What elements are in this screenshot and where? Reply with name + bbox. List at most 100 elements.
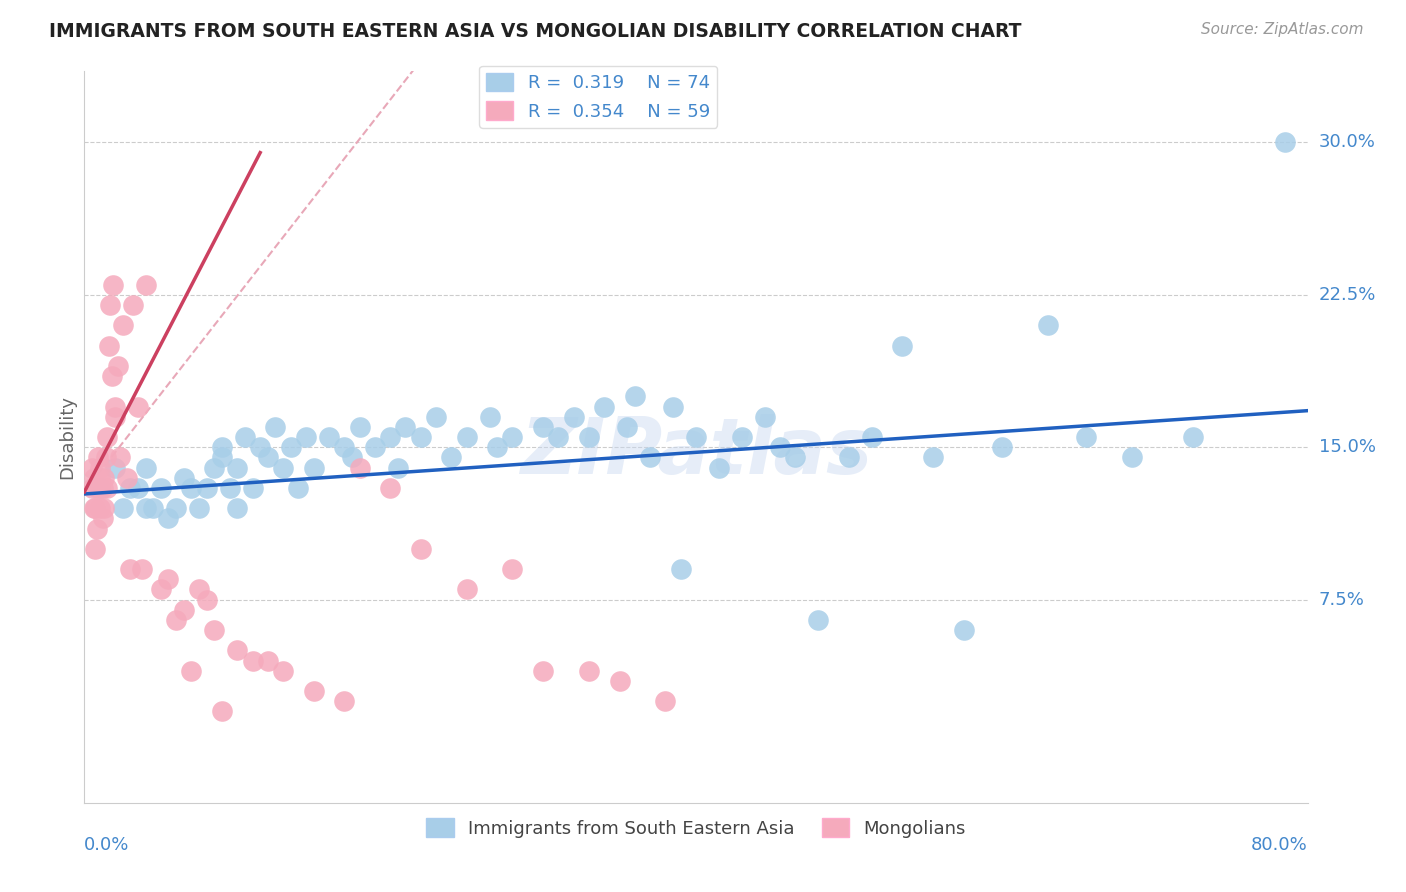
Point	[131, 562, 153, 576]
Point	[157, 572, 180, 586]
Text: 0.0%: 0.0%	[84, 836, 129, 854]
Point	[211, 440, 233, 454]
Point	[91, 511, 114, 525]
Point	[115, 471, 138, 485]
Point	[486, 440, 509, 454]
Point	[111, 501, 134, 516]
Point	[135, 460, 157, 475]
Point	[271, 664, 294, 678]
Point	[157, 511, 180, 525]
Point	[318, 430, 340, 444]
Text: 15.0%: 15.0%	[1319, 438, 1375, 456]
Point	[96, 430, 118, 444]
Point	[104, 409, 127, 424]
Point	[440, 450, 463, 465]
Point	[731, 430, 754, 444]
Point	[578, 430, 600, 444]
Point	[785, 450, 807, 465]
Point	[86, 521, 108, 535]
Point	[80, 481, 103, 495]
Point	[242, 481, 264, 495]
Point	[807, 613, 830, 627]
Point	[233, 430, 256, 444]
Point	[84, 541, 107, 556]
Point	[531, 420, 554, 434]
Point	[257, 450, 280, 465]
Point	[302, 460, 325, 475]
Point	[103, 277, 125, 292]
Point	[226, 460, 249, 475]
Point	[562, 409, 585, 424]
Point	[226, 501, 249, 516]
Point	[271, 460, 294, 475]
Point	[295, 430, 318, 444]
Point	[173, 471, 195, 485]
Point	[195, 592, 218, 607]
Point	[86, 481, 108, 495]
Point	[349, 460, 371, 475]
Point	[87, 450, 110, 465]
Point	[502, 562, 524, 576]
Point	[93, 471, 115, 485]
Point	[364, 440, 387, 454]
Text: IMMIGRANTS FROM SOUTH EASTERN ASIA VS MONGOLIAN DISABILITY CORRELATION CHART: IMMIGRANTS FROM SOUTH EASTERN ASIA VS MO…	[49, 22, 1022, 41]
Point	[425, 409, 447, 424]
Point	[89, 471, 111, 485]
Point	[1181, 430, 1204, 444]
Point	[180, 481, 202, 495]
Point	[578, 664, 600, 678]
Text: 7.5%: 7.5%	[1319, 591, 1365, 608]
Point	[257, 654, 280, 668]
Point	[89, 481, 111, 495]
Point	[180, 664, 202, 678]
Point	[349, 420, 371, 434]
Point	[478, 409, 501, 424]
Point	[94, 450, 117, 465]
Point	[531, 664, 554, 678]
Point	[89, 460, 111, 475]
Point	[195, 481, 218, 495]
Point	[149, 582, 172, 597]
Point	[616, 420, 638, 434]
Point	[111, 318, 134, 333]
Point	[149, 481, 172, 495]
Point	[211, 450, 233, 465]
Point	[380, 481, 402, 495]
Point	[104, 400, 127, 414]
Point	[891, 339, 914, 353]
Point	[188, 582, 211, 597]
Point	[333, 694, 356, 708]
Text: 30.0%: 30.0%	[1319, 134, 1375, 152]
Point	[1074, 430, 1097, 444]
Point	[202, 460, 225, 475]
Point	[1121, 450, 1143, 465]
Point	[211, 705, 233, 719]
Point	[394, 420, 416, 434]
Point	[707, 460, 730, 475]
Point	[991, 440, 1014, 454]
Point	[638, 450, 661, 465]
Point	[107, 359, 129, 373]
Point	[226, 643, 249, 657]
Point	[380, 430, 402, 444]
Point	[218, 481, 240, 495]
Point	[165, 501, 187, 516]
Point	[165, 613, 187, 627]
Point	[502, 430, 524, 444]
Legend: Immigrants from South Eastern Asia, Mongolians: Immigrants from South Eastern Asia, Mong…	[419, 811, 973, 845]
Point	[242, 654, 264, 668]
Point	[593, 400, 616, 414]
Point	[624, 389, 647, 403]
Point	[98, 298, 121, 312]
Text: Source: ZipAtlas.com: Source: ZipAtlas.com	[1201, 22, 1364, 37]
Point	[83, 471, 105, 485]
Point	[173, 603, 195, 617]
Point	[1274, 136, 1296, 150]
Point	[127, 400, 149, 414]
Point	[654, 694, 676, 708]
Point	[287, 481, 309, 495]
Point	[547, 430, 569, 444]
Point	[135, 501, 157, 516]
Point	[456, 430, 478, 444]
Point	[96, 481, 118, 495]
